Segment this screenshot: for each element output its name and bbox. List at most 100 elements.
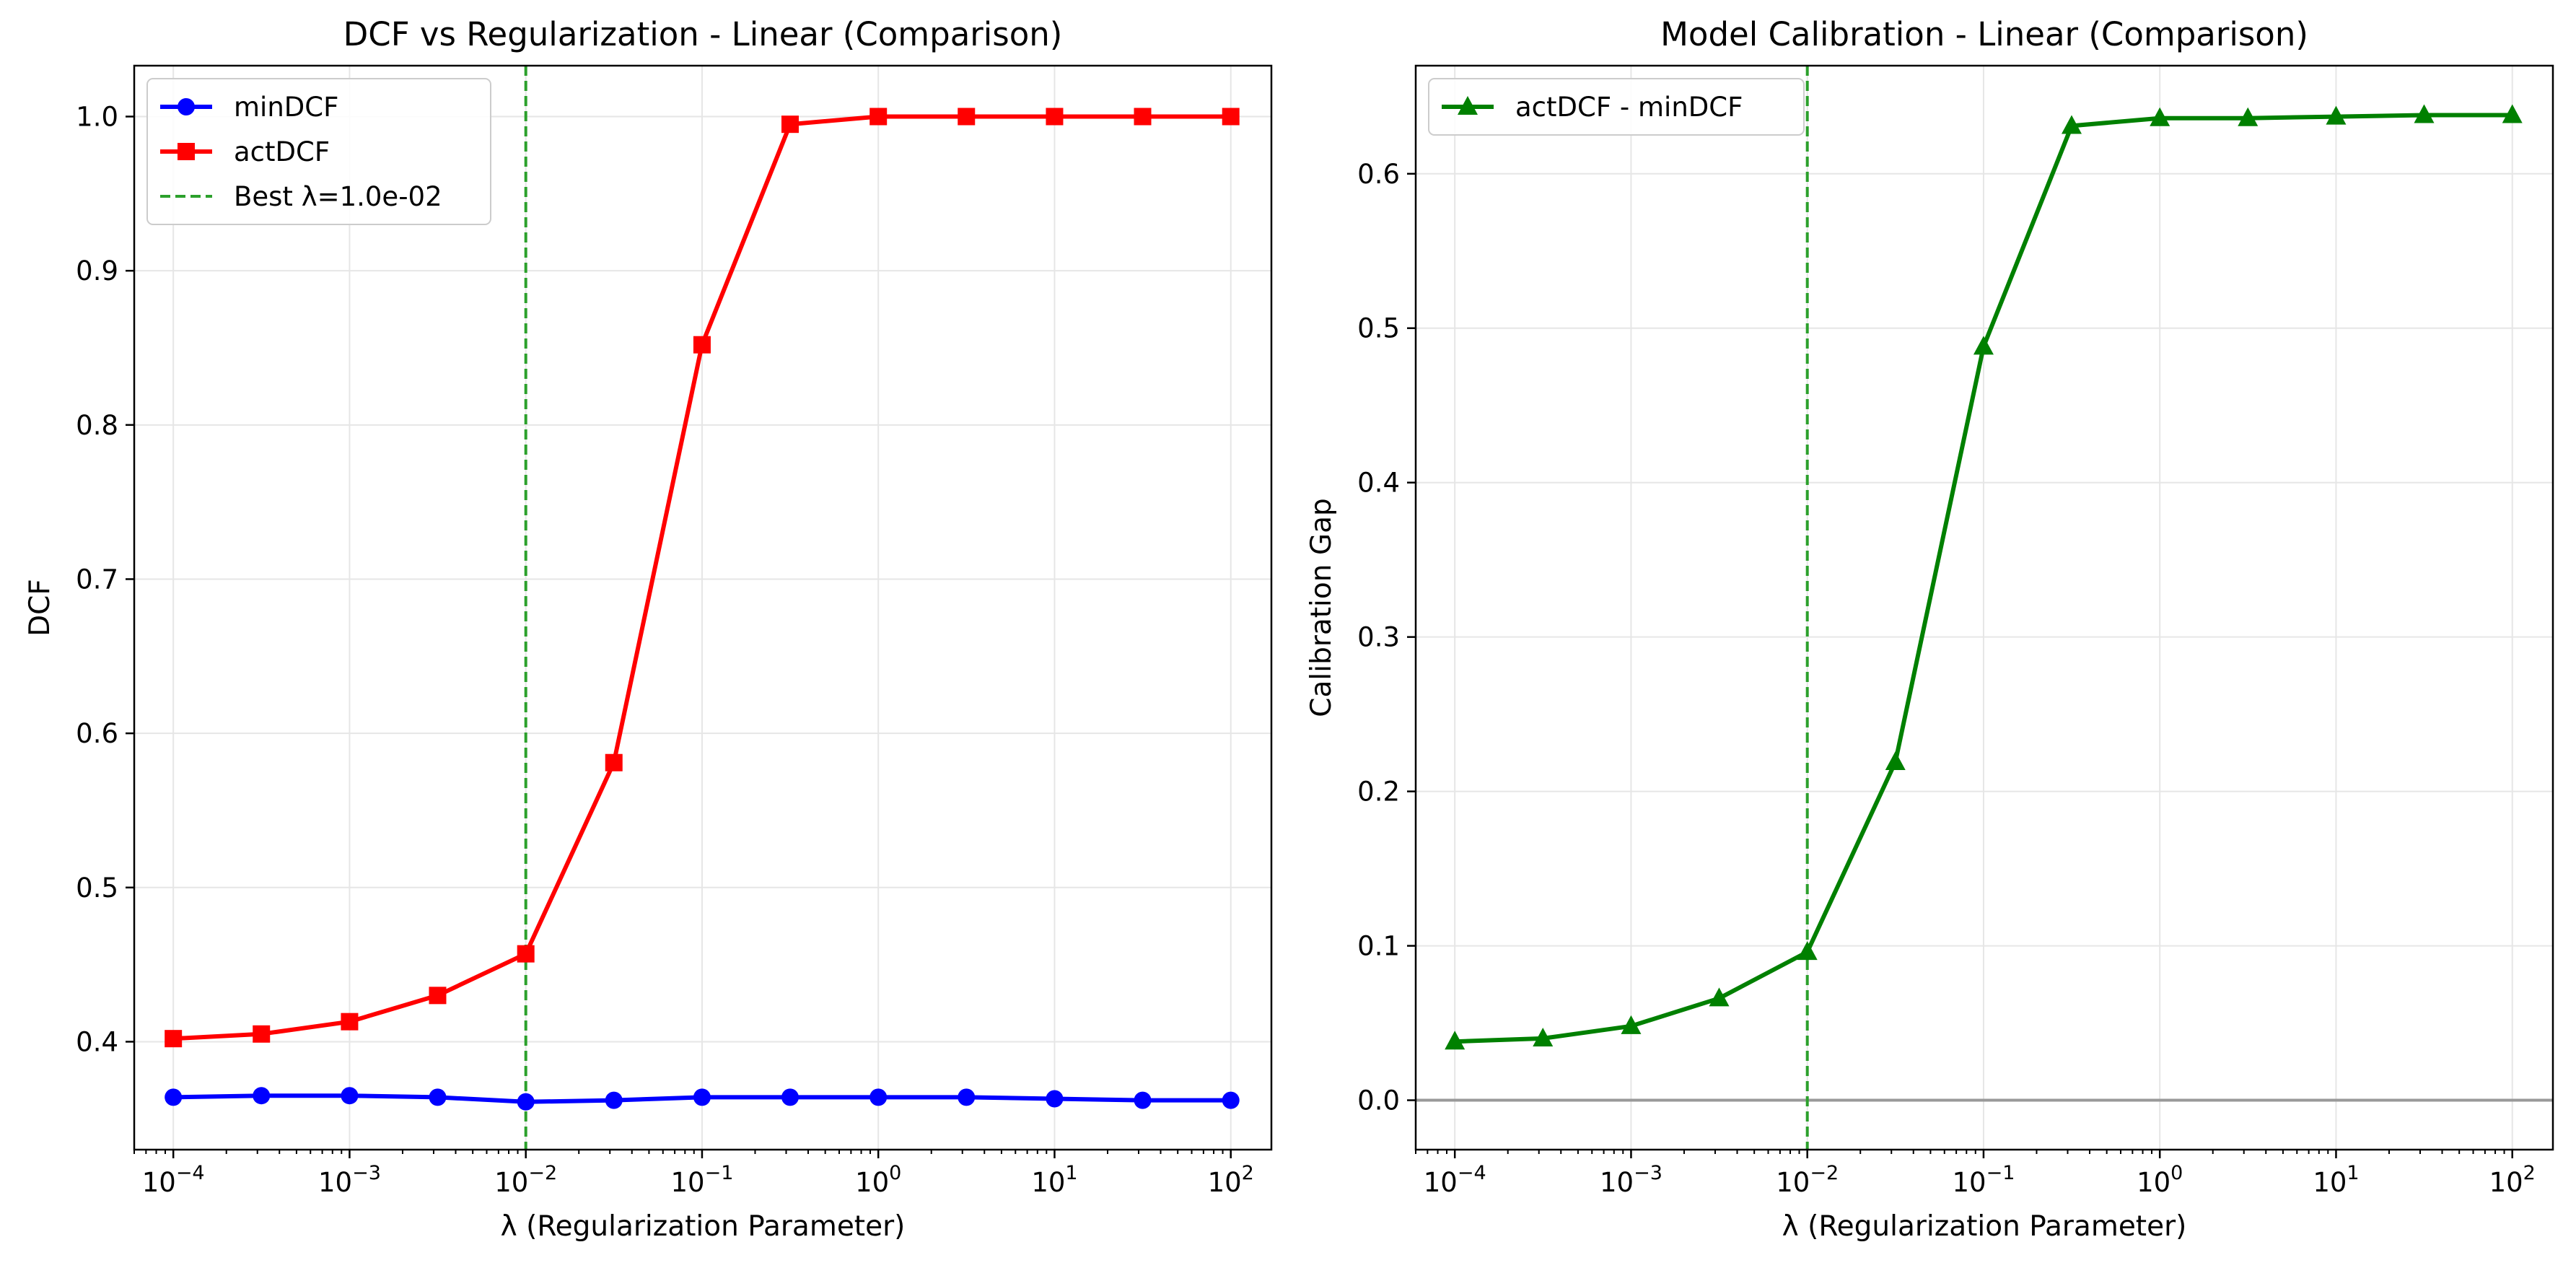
data-point (958, 1088, 976, 1106)
chart-title: DCF vs Regularization - Linear (Comparis… (343, 15, 1063, 53)
y-tick-label: 0.1 (1357, 931, 1400, 962)
data-point (1046, 108, 1064, 126)
x-tick-label: 101 (2313, 1162, 2359, 1198)
data-point (253, 1025, 271, 1043)
data-point (2062, 115, 2082, 134)
x-tick-label: 102 (1208, 1162, 1254, 1198)
y-tick-label: 0.2 (1357, 777, 1400, 808)
data-point (2414, 104, 2435, 123)
x-tick-label: 10−2 (1776, 1162, 1839, 1198)
y-tick-label: 0.0 (1357, 1085, 1400, 1116)
data-point (1709, 987, 1730, 1007)
x-tick-exponent: −3 (1634, 1162, 1662, 1184)
legend-box (1428, 78, 1805, 136)
y-tick-label: 0.7 (76, 564, 118, 595)
data-point (605, 753, 623, 771)
data-point (605, 1091, 623, 1109)
y-tick-label: 0.4 (1357, 468, 1400, 499)
data-point (517, 1093, 535, 1111)
x-tick-exponent: −4 (1458, 1162, 1486, 1184)
x-tick-base: 10 (1424, 1167, 1458, 1198)
y-tick-label: 0.6 (1357, 159, 1400, 190)
legend-marker (1458, 96, 1478, 115)
y-tick-label: 0.9 (76, 255, 118, 287)
y-tick-label: 1.0 (76, 102, 118, 133)
data-point (1621, 1015, 1642, 1034)
x-tick-label: 10−2 (494, 1162, 557, 1198)
x-tick-exponent: 0 (889, 1162, 901, 1184)
x-tick-label: 101 (1031, 1162, 1077, 1198)
data-point (2238, 107, 2259, 126)
data-point (341, 1087, 359, 1105)
data-point (1445, 1031, 1466, 1050)
legend-marker (178, 143, 195, 160)
y-tick-label: 0.8 (76, 410, 118, 441)
x-tick-label: 10−3 (318, 1162, 381, 1198)
x-tick-exponent: −2 (528, 1162, 557, 1184)
x-tick-exponent: 2 (1242, 1162, 1254, 1184)
y-tick-label: 0.3 (1357, 622, 1400, 653)
data-point (1533, 1027, 1554, 1046)
x-axis-label: λ (Regularization Parameter) (501, 1210, 906, 1243)
x-tick-base: 10 (142, 1167, 176, 1198)
x-tick-label: 10−4 (142, 1162, 205, 1198)
x-tick-base: 10 (1952, 1167, 1986, 1198)
x-axis-label: λ (Regularization Parameter) (1782, 1210, 2187, 1243)
x-tick-base: 10 (670, 1167, 704, 1198)
x-tick-exponent: −1 (1986, 1162, 2015, 1184)
x-tick-base: 10 (318, 1167, 352, 1198)
data-point (1134, 1091, 1152, 1109)
x-tick-base: 10 (2137, 1167, 2170, 1198)
legend-label: actDCF - minDCF (1515, 92, 1743, 123)
x-tick-exponent: −2 (1810, 1162, 1839, 1184)
x-tick-base: 10 (2489, 1167, 2523, 1198)
x-tick-base: 10 (1208, 1167, 1242, 1198)
y-axis-label: Calibration Gap (1305, 498, 1338, 717)
data-point (693, 336, 711, 354)
data-point (517, 945, 535, 963)
data-point (253, 1087, 271, 1105)
legend-label: actDCF (234, 136, 330, 167)
data-point (2150, 107, 2170, 126)
data-point (1046, 1090, 1064, 1108)
chart-panel-1: 10−4 10−3 10−2 10−1 100 101 1020.40.50.60.70.8… (24, 15, 1273, 1243)
x-tick-exponent: −1 (705, 1162, 734, 1184)
y-tick-label: 0.6 (76, 718, 118, 749)
chart-title: Model Calibration - Linear (Comparison) (1660, 15, 2308, 53)
data-point (1797, 941, 1818, 961)
x-tick-exponent: −3 (352, 1162, 381, 1184)
legend-label: Best λ=1.0e-02 (234, 181, 442, 212)
legend-box (146, 78, 491, 225)
data-point (958, 108, 976, 126)
x-tick-base: 10 (2313, 1167, 2347, 1198)
data-point (165, 1030, 183, 1048)
data-point (1973, 336, 1994, 355)
x-tick-base: 10 (1031, 1167, 1065, 1198)
data-point (429, 987, 447, 1005)
data-point (1885, 751, 1906, 770)
x-tick-base: 10 (855, 1167, 889, 1198)
x-tick-base: 10 (494, 1167, 528, 1198)
x-tick-label: 10−3 (1600, 1162, 1662, 1198)
chart-panel-2: 10−4 10−3 10−2 10−1 100 101 1020.00.10.20.30.4… (1305, 15, 2554, 1243)
data-point (693, 1088, 711, 1106)
data-point (165, 1088, 183, 1106)
y-axis-label: DCF (24, 579, 56, 637)
data-point (341, 1013, 359, 1031)
x-tick-label: 10−4 (1424, 1162, 1486, 1198)
x-tick-label: 100 (855, 1162, 901, 1198)
data-point (2326, 105, 2347, 125)
x-tick-label: 10−1 (1952, 1162, 2015, 1198)
data-point (1134, 108, 1152, 126)
x-tick-base: 10 (1776, 1167, 1810, 1198)
x-tick-exponent: 2 (2523, 1162, 2536, 1184)
data-point (1222, 1091, 1240, 1109)
legend: actDCF - minDCF (1428, 78, 1805, 136)
legend-marker (178, 98, 195, 115)
legend: minDCF actDCF Best λ=1.0e-02 (146, 78, 491, 225)
y-tick-label: 0.4 (76, 1026, 118, 1057)
data-point (2502, 104, 2523, 123)
x-tick-label: 102 (2489, 1162, 2536, 1198)
